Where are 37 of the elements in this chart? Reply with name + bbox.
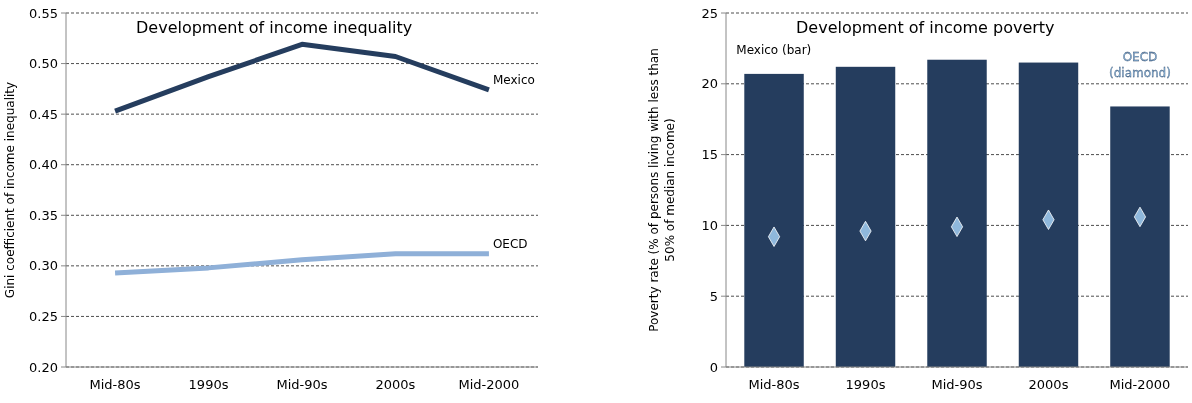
y-tick-label: 0.20 (29, 359, 58, 375)
y-tick-label: 0.25 (29, 308, 58, 324)
y-tick-label: 0.40 (29, 157, 58, 173)
y-tick-label: 0 (709, 359, 718, 375)
x-tick-label: 1990s (845, 377, 886, 392)
chart-title: Development of income poverty (796, 18, 1055, 37)
y-axis-title: Gini coefficient of income inequality (3, 81, 17, 299)
y-tick-label: 20 (701, 76, 718, 92)
x-tick-label: Mid-2000 (458, 377, 520, 392)
y-tick-label: 0.55 (29, 5, 58, 21)
text: OECD (diamond) (1109, 50, 1171, 80)
y-tick-label: 25 (701, 5, 718, 21)
x-tick-label: 2000s (375, 377, 416, 392)
series-label: Mexico (bar) (736, 42, 812, 57)
x-tick-label: 1990s (188, 377, 229, 392)
y-tick-label: 0.50 (29, 56, 58, 72)
bar (835, 66, 896, 367)
y-tick-label: 0.45 (29, 106, 58, 122)
y-axis-title: Poverty rate (% of persons living with less than 50% of median income) (647, 48, 677, 332)
x-tick-label: Mid-90s (276, 377, 328, 392)
y-tick-label: 10 (701, 217, 718, 233)
x-tick-label: 2000s (1028, 377, 1069, 392)
chart-title: Development of income inequality (136, 18, 413, 37)
x-tick-label: Mid-80s (748, 377, 800, 392)
y-tick-label: 15 (701, 147, 718, 163)
x-tick-label: Mid-80s (89, 377, 141, 392)
bar (1018, 62, 1079, 367)
x-tick-label: Mid-2000 (1109, 377, 1171, 392)
series-label: OECD (492, 236, 528, 251)
bar (744, 73, 804, 367)
bar (927, 59, 987, 367)
y-tick-label: 0.35 (29, 207, 58, 223)
x-tick-label: Mid-90s (931, 377, 983, 392)
y-tick-label: 0.30 (29, 258, 58, 274)
y-tick-label: 5 (709, 288, 718, 304)
bar (1110, 106, 1170, 367)
series-label: Mexico (492, 72, 535, 87)
